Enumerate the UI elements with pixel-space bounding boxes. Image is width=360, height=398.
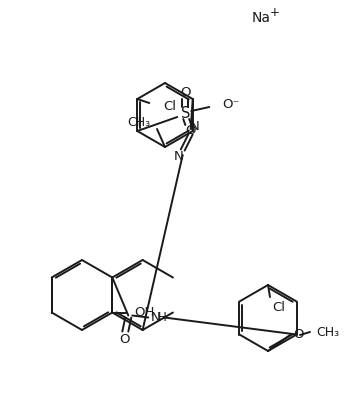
Text: O: O [119, 333, 130, 346]
Text: O: O [293, 328, 303, 341]
Text: N: N [150, 311, 160, 324]
Text: O: O [185, 125, 195, 137]
Text: N: N [190, 121, 199, 133]
Text: OH: OH [134, 306, 155, 319]
Text: Cl: Cl [272, 301, 285, 314]
Text: N: N [174, 150, 184, 164]
Text: O: O [180, 86, 190, 100]
Text: Cl: Cl [163, 101, 176, 113]
Text: H: H [158, 311, 167, 324]
Text: CH₃: CH₃ [316, 326, 339, 339]
Text: O⁻: O⁻ [222, 98, 240, 111]
Text: S: S [181, 105, 190, 121]
Text: +: + [270, 6, 280, 18]
Text: Na: Na [252, 11, 271, 25]
Text: CH₃: CH₃ [127, 117, 150, 129]
